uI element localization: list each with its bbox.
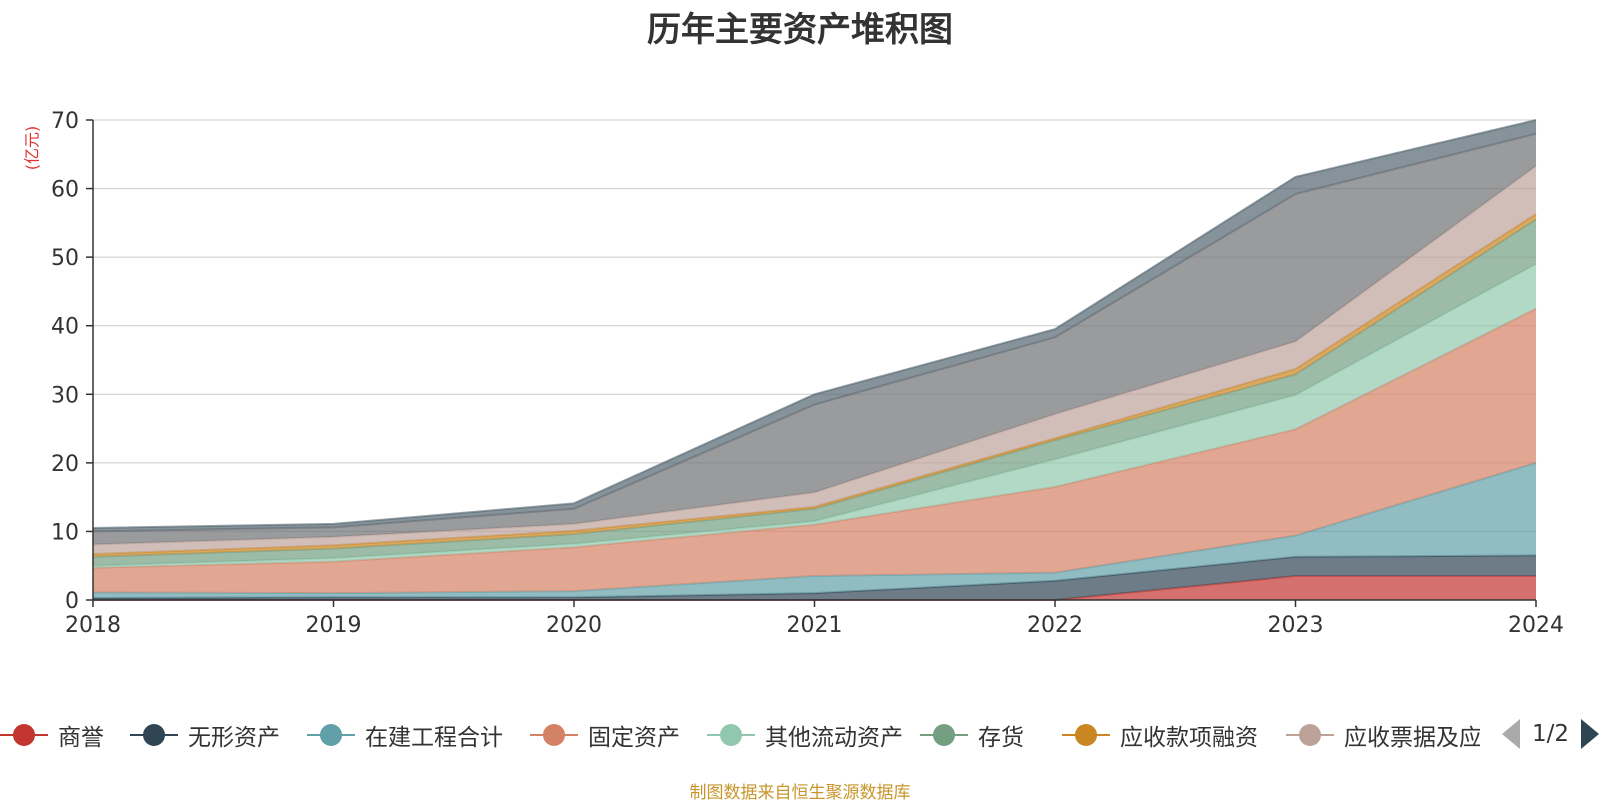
legend-marker-icon bbox=[1062, 723, 1110, 747]
series-line-9 bbox=[92, 119, 1537, 529]
y-tick-label: 50 bbox=[51, 246, 79, 271]
legend-item[interactable]: 固定资产 bbox=[530, 715, 680, 755]
legend-label: 在建工程合计 bbox=[365, 725, 503, 751]
y-tick-label: 20 bbox=[51, 452, 79, 477]
x-tick-label: 2023 bbox=[1268, 613, 1324, 638]
legend-label: 无形资产 bbox=[188, 725, 280, 751]
legend-items: 商誉 无形资产 在建工程合计 固定资产 其他流动资产 存货 应收款项融资 应收票据及应 bbox=[0, 715, 1480, 755]
x-tick-label: 2019 bbox=[306, 613, 362, 638]
legend-marker-icon bbox=[1286, 723, 1334, 747]
area-chart: 0 10 20 30 40 50 60 70 2018 2019 2020 2021 2022 2023 2… bbox=[51, 109, 1564, 638]
legend-marker-icon bbox=[0, 723, 48, 747]
series-area-2 bbox=[93, 462, 1536, 598]
legend-marker-icon bbox=[130, 723, 178, 747]
y-tick-label: 30 bbox=[51, 383, 79, 408]
legend-marker-icon bbox=[707, 723, 755, 747]
data-source-note: 制图数据来自恒生聚源数据库 bbox=[689, 783, 911, 803]
x-tick-label: 2024 bbox=[1508, 613, 1564, 638]
legend-prev-page-icon[interactable] bbox=[1502, 719, 1520, 749]
series-area-9 bbox=[93, 120, 1536, 532]
legend-item[interactable]: 应收票据及应 bbox=[1286, 715, 1480, 755]
x-tick-label: 2021 bbox=[787, 613, 843, 638]
x-tick-label: 2022 bbox=[1027, 613, 1083, 638]
legend-label: 存货 bbox=[978, 725, 1024, 751]
legend-item[interactable]: 应收款项融资 bbox=[1062, 715, 1258, 755]
legend: 商誉 无形资产 在建工程合计 固定资产 其他流动资产 存货 应收款项融资 应收票据及应 1/2 bbox=[0, 715, 1600, 755]
y-tick-label: 60 bbox=[51, 178, 79, 203]
series-area-6 bbox=[93, 213, 1536, 557]
y-tick-label: 70 bbox=[51, 109, 79, 134]
y-tick-label: 10 bbox=[51, 520, 79, 545]
legend-item[interactable]: 无形资产 bbox=[130, 715, 280, 755]
legend-item[interactable]: 在建工程合计 bbox=[307, 715, 503, 755]
series-area-3 bbox=[93, 308, 1536, 594]
stacked-areas bbox=[92, 119, 1537, 601]
series-area-1 bbox=[93, 555, 1536, 600]
legend-marker-icon bbox=[530, 723, 578, 747]
legend-label: 固定资产 bbox=[588, 725, 680, 751]
legend-item[interactable]: 商誉 bbox=[0, 715, 104, 755]
series-area-0 bbox=[93, 576, 1536, 600]
series-area-4 bbox=[93, 264, 1536, 568]
series-area-8 bbox=[93, 133, 1536, 545]
legend-page-indicator: 1/2 bbox=[1532, 721, 1570, 747]
y-tick-label: 40 bbox=[51, 315, 79, 340]
legend-label: 应收款项融资 bbox=[1120, 725, 1258, 751]
legend-label: 其他流动资产 bbox=[765, 725, 903, 751]
y-tick-label: 0 bbox=[65, 589, 79, 614]
legend-pager: 1/2 bbox=[1502, 719, 1600, 749]
series-area-5 bbox=[93, 219, 1536, 566]
legend-marker-icon bbox=[307, 723, 355, 747]
legend-next-page-icon[interactable] bbox=[1581, 719, 1600, 749]
legend-item[interactable]: 存货 bbox=[920, 715, 1024, 755]
legend-marker-icon bbox=[920, 723, 968, 747]
series-area-7 bbox=[93, 165, 1536, 555]
chart-title: 历年主要资产堆积图 bbox=[647, 10, 953, 50]
legend-label: 商誉 bbox=[58, 725, 104, 751]
axes: 0 10 20 30 40 50 60 70 2018 2019 2020 2021 2022 2023 2… bbox=[51, 109, 1564, 638]
x-tick-label: 2020 bbox=[546, 613, 602, 638]
legend-label: 应收票据及应 bbox=[1344, 725, 1480, 751]
x-tick-label: 2018 bbox=[65, 613, 121, 638]
legend-item[interactable]: 其他流动资产 bbox=[707, 715, 903, 755]
